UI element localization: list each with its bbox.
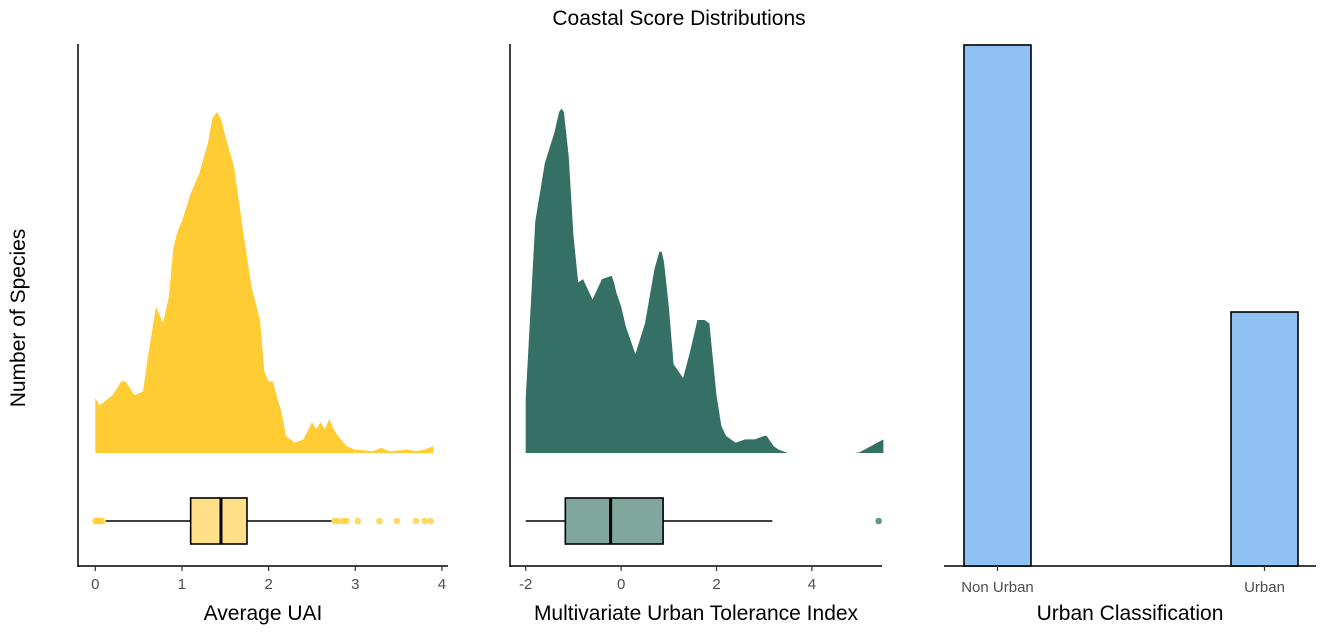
uai-x-tick-label: 4	[438, 576, 446, 593]
uai-panel: 0 1 2 3 4 Average UAI	[77, 44, 448, 625]
muti-x-tick-label: 0	[617, 576, 625, 593]
uai-outlier-point	[412, 517, 420, 525]
uai-x-axis-label: Average UAI	[204, 602, 323, 625]
urban-bar	[1230, 311, 1299, 567]
uai-box-iqr	[189, 497, 248, 545]
uai-outlier-point	[334, 517, 342, 525]
urban-x-axis-label: Urban Classification	[1037, 602, 1224, 625]
urban-bar	[963, 44, 1032, 567]
uai-x-tick-label: 2	[264, 576, 272, 593]
muti-panel: -2 0 2 4 Multivariate Urban Tolerance Index	[509, 44, 884, 625]
urban-panel: Non Urban Urban Urban Classification	[944, 44, 1316, 625]
urban-x-tick-label: Urban	[1244, 579, 1285, 596]
shared-y-axis-label: Number of Species	[7, 229, 30, 408]
uai-outlier-point	[376, 517, 383, 525]
uai-x-tick-label: 3	[351, 576, 359, 593]
uai-x-tick-label: 0	[91, 576, 99, 593]
muti-density-area	[525, 108, 884, 453]
uai-outlier-point	[427, 517, 434, 525]
urban-x-tick-label: Non Urban	[961, 579, 1034, 596]
muti-x-tick-label: 2	[712, 576, 720, 593]
muti-outlier-point	[875, 517, 882, 525]
muti-x-tick-label: -2	[519, 576, 532, 593]
muti-x-axis-label: Multivariate Urban Tolerance Index	[534, 602, 859, 625]
figure-title: Coastal Score Distributions	[552, 7, 805, 30]
uai-outlier-point	[393, 517, 401, 525]
uai-outlier-point	[343, 517, 350, 525]
uai-outlier-point	[421, 517, 428, 525]
muti-box-iqr	[564, 497, 664, 545]
uai-x-tick-label: 1	[178, 576, 186, 593]
muti-x-tick-label: 4	[808, 576, 816, 593]
uai-density-area	[95, 112, 434, 453]
uai-outlier-point	[354, 517, 362, 525]
uai-outlier-point	[98, 517, 106, 525]
